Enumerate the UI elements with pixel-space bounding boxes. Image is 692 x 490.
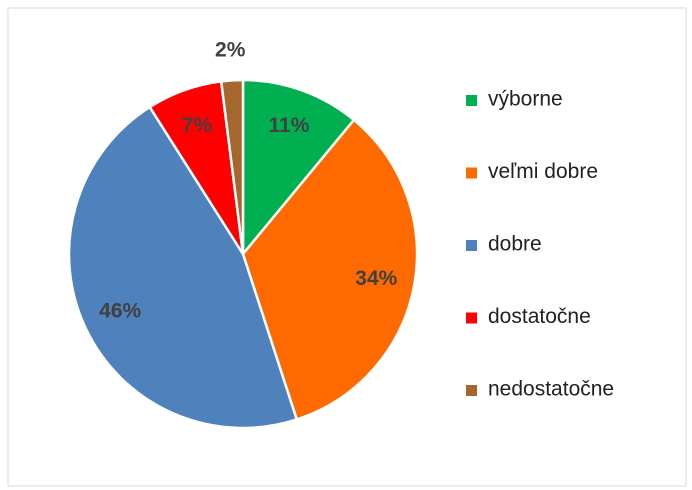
- legend-swatch: [466, 167, 477, 179]
- legend-swatch: [466, 95, 477, 106]
- data-label: 7%: [182, 114, 213, 137]
- legend-label: dobre: [488, 233, 542, 256]
- legend-swatch: [466, 312, 477, 324]
- pie-slice: [67, 105, 299, 430]
- data-label: 2%: [215, 38, 246, 61]
- legend-swatch: [466, 385, 477, 396]
- data-label: 34%: [355, 267, 397, 290]
- data-label: 11%: [269, 114, 310, 137]
- legend-label: nedostatočne: [488, 378, 614, 401]
- data-label: 46%: [99, 299, 141, 322]
- legend-label: dostatočne: [488, 305, 591, 328]
- pie-slice: [241, 78, 356, 258]
- legend-label: veľmi dobre: [488, 160, 598, 183]
- pie-slice: [219, 78, 245, 255]
- legend-swatch: [466, 240, 477, 251]
- pie-slice: [241, 118, 419, 422]
- legend-label: výborne: [488, 88, 563, 111]
